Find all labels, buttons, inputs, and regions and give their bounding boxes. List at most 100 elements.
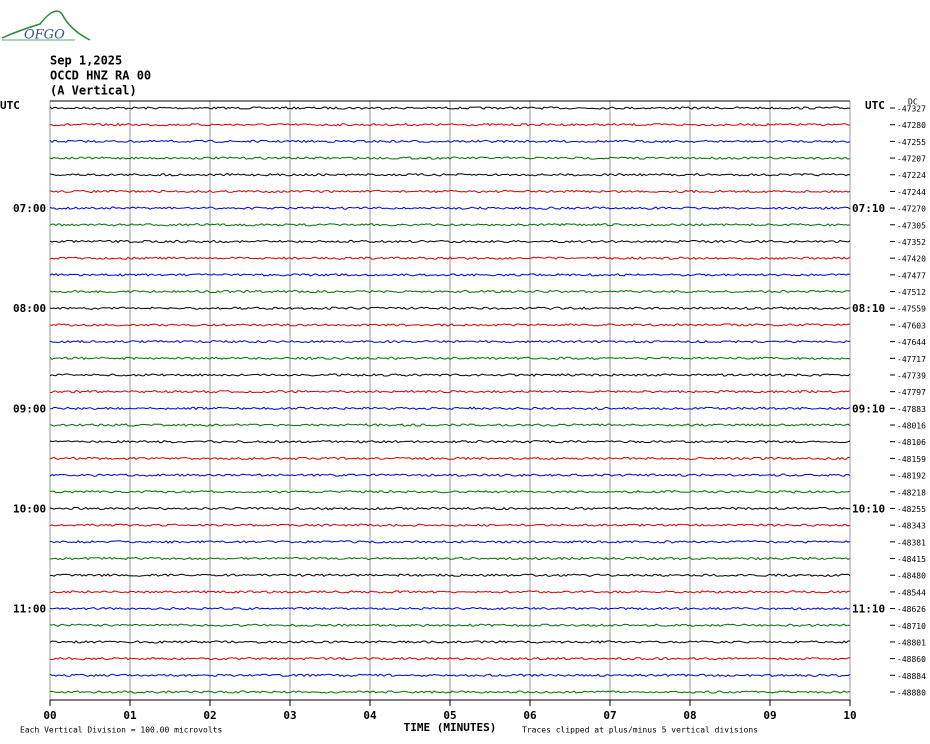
left-time-label: 07:00: [13, 202, 46, 215]
trace: [49, 623, 851, 627]
offset-label: -48159: [897, 455, 926, 464]
trace: [49, 656, 851, 661]
trace: [49, 156, 851, 160]
trace: [49, 506, 851, 511]
right-time-label: 09:10: [852, 402, 885, 415]
trace: [49, 490, 851, 494]
offset-label: -47559: [897, 305, 926, 314]
date: Sep 1,2025: [50, 54, 122, 68]
offset-label: -47280: [897, 121, 926, 130]
trace: [49, 406, 851, 411]
left-time-label: 08:00: [13, 302, 46, 315]
trace: [49, 606, 851, 611]
offset-label: -48880: [897, 689, 926, 698]
trace: [49, 590, 851, 594]
trace: [49, 389, 851, 394]
offset-label: -47717: [897, 355, 926, 364]
offset-label: -48381: [897, 538, 926, 547]
trace: [49, 189, 851, 194]
x-tick-label: 01: [123, 709, 137, 722]
x-tick-label: 09: [763, 709, 776, 722]
offset-label: -47603: [897, 321, 926, 330]
offset-label: -48801: [897, 638, 926, 647]
offset-label: -47420: [897, 255, 926, 264]
offset-label: -48710: [897, 622, 926, 631]
trace: [49, 223, 851, 227]
left-time-label: 10:00: [13, 502, 46, 515]
component: (A Vertical): [50, 84, 137, 98]
offset-label: -47644: [897, 338, 926, 347]
trace: [49, 640, 851, 644]
x-tick-label: 03: [283, 709, 296, 722]
trace: [49, 423, 851, 427]
offset-label: -47224: [897, 171, 926, 180]
x-tick-label: 04: [363, 709, 377, 722]
right-axis-label: UTC: [865, 99, 885, 112]
offset-label: -47477: [897, 271, 926, 280]
trace: [49, 339, 851, 344]
trace: [49, 523, 851, 527]
trace: [49, 540, 851, 544]
x-tick-label: 02: [203, 709, 216, 722]
right-time-label: 07:10: [852, 202, 885, 215]
offset-label: -48860: [897, 655, 926, 664]
left-time-label: 09:00: [13, 402, 46, 415]
scale-note: Each Vertical Division = 100.00 microvol…: [20, 726, 222, 735]
offset-label: -48544: [897, 588, 926, 597]
x-tick-label: 00: [43, 709, 56, 722]
left-time-label: 11:00: [13, 603, 46, 616]
offset-label: -47883: [897, 405, 926, 414]
x-tick-label: 10: [843, 709, 856, 722]
trace: [49, 323, 851, 327]
x-title: TIME (MINUTES): [404, 721, 497, 734]
trace: [49, 439, 851, 444]
offset-label: -47739: [897, 371, 926, 380]
trace: [49, 456, 851, 461]
trace: [49, 373, 851, 377]
offset-label: -48480: [897, 572, 926, 581]
trace: [49, 172, 851, 177]
x-tick-label: 05: [443, 709, 456, 722]
logo-curve: [1, 10, 91, 41]
offset-label: -48192: [897, 472, 926, 481]
trace: [49, 690, 851, 694]
offset-label: -48016: [897, 422, 926, 431]
offset-label: -47207: [897, 155, 926, 164]
offset-label: -47244: [897, 188, 926, 197]
offset-label: -48343: [897, 522, 926, 531]
trace: [49, 206, 851, 210]
trace: [49, 289, 851, 294]
offset-label: -47305: [897, 221, 926, 230]
dc-label: DC: [908, 98, 918, 107]
clip-note: Traces clipped at plus/minus 5 vertical …: [522, 726, 758, 735]
offset-label: -47352: [897, 238, 926, 247]
offset-label: -48884: [897, 672, 926, 681]
offset-label: -48218: [897, 488, 926, 497]
station: OCCD HNZ RA 00: [50, 69, 151, 83]
trace: [49, 673, 851, 678]
offset-label: -47797: [897, 388, 926, 397]
trace: [49, 256, 851, 260]
offset-label: -48626: [897, 605, 926, 614]
right-time-label: 08:10: [852, 302, 885, 315]
trace: [49, 306, 851, 310]
x-tick-label: 07: [603, 709, 616, 722]
logo: OFGO: [24, 28, 65, 43]
left-axis-label: UTC: [0, 99, 20, 112]
x-tick-label: 06: [523, 709, 537, 722]
trace: [49, 139, 851, 144]
right-time-label: 10:10: [852, 502, 885, 515]
trace: [49, 273, 851, 277]
offset-label: -47327: [897, 105, 926, 114]
trace: [49, 239, 851, 244]
trace: [49, 473, 851, 477]
trace: [49, 356, 851, 361]
offset-label: -48255: [897, 505, 926, 514]
right-time-label: 11:10: [852, 603, 885, 616]
offset-label: -48106: [897, 438, 926, 447]
trace: [49, 573, 851, 577]
trace: [49, 106, 851, 110]
trace: [49, 122, 850, 127]
